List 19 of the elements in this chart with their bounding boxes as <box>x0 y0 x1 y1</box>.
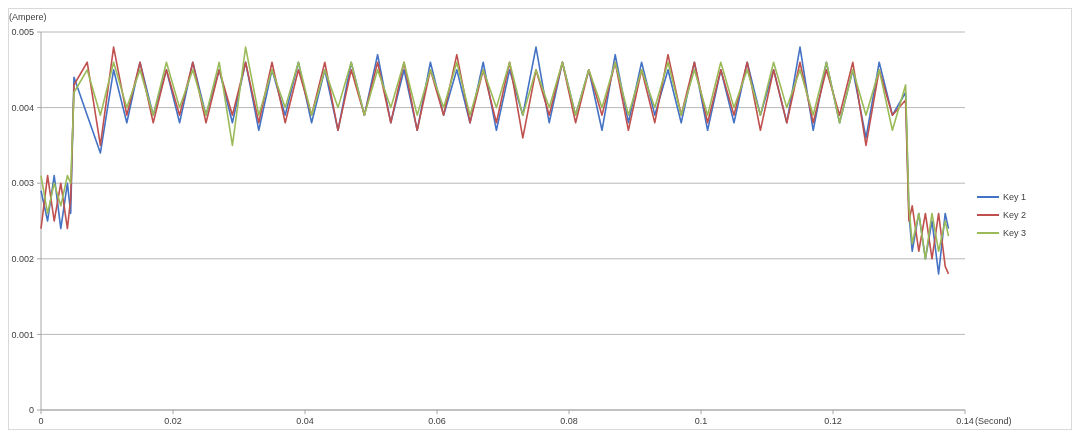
legend-label: Key 3 <box>1003 228 1027 239</box>
x-tick-label: 0.08 <box>560 416 578 426</box>
x-tick-label: 0.12 <box>824 416 842 426</box>
y-tick-label: 0.001 <box>11 329 34 340</box>
y-tick-label: 0 <box>28 405 34 416</box>
y-tick-label: 0.002 <box>11 253 34 264</box>
y-tick-label: 0.005 <box>11 27 34 38</box>
x-tick-label: 0 <box>38 416 44 426</box>
x-tick-label: 0.06 <box>428 416 446 426</box>
y-axis-title: (Ampere) <box>9 12 47 22</box>
x-axis-title: (Second) <box>975 416 1012 426</box>
y-tick-label: 0.004 <box>11 102 34 113</box>
x-tick-label: 0.1 <box>694 416 708 426</box>
y-tick-label: 0.003 <box>11 178 34 189</box>
x-tick-label: 0.02 <box>164 416 182 426</box>
legend-label: Key 2 <box>1003 210 1027 221</box>
x-tick-label: 0.14 <box>956 416 974 426</box>
x-tick-label: 0.04 <box>296 416 314 426</box>
legend-label: Key 1 <box>1003 192 1027 203</box>
